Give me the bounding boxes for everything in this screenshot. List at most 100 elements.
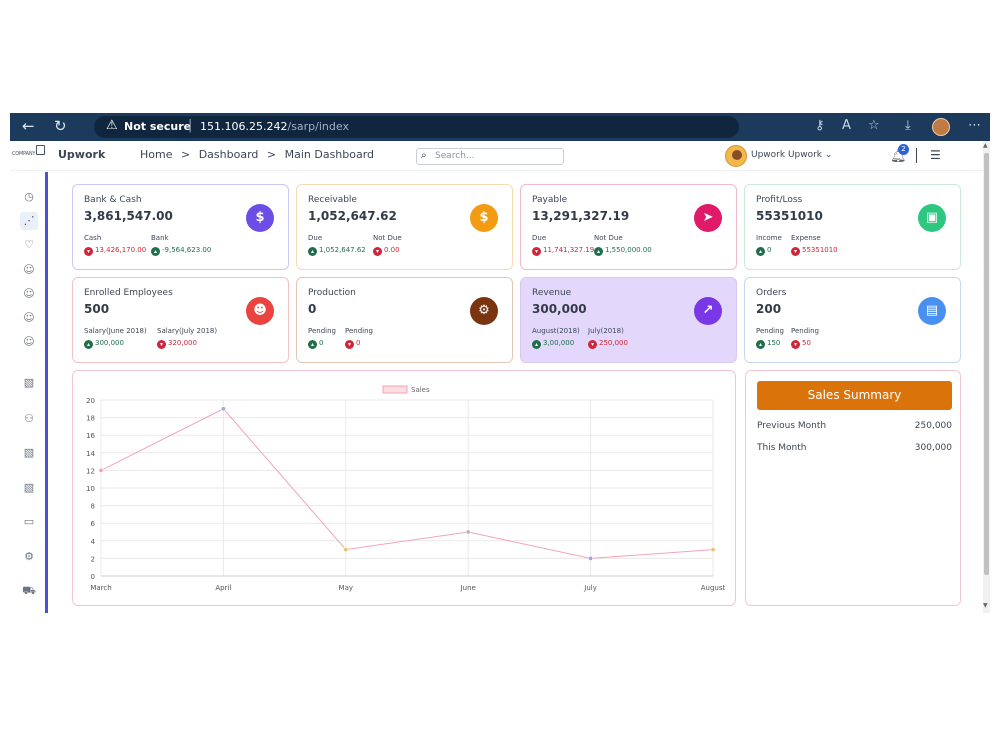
card-sub-value: ▴ 300,000	[84, 339, 124, 349]
sidebar-image-icon[interactable]: ▧	[23, 481, 35, 494]
card-sub-label: Due	[532, 234, 547, 242]
sidebar-cart-icon[interactable]: ⛟	[22, 584, 36, 597]
more-icon[interactable]: ⋯	[968, 118, 981, 133]
card-enrolled-employees[interactable]: Enrolled Employees 500 ☻ Salary(June 2018) ▴…	[72, 277, 289, 363]
summary-row-label: Previous Month	[757, 421, 827, 431]
legend-label: Sales	[411, 386, 430, 394]
sidebar-settings-icon[interactable]: ⚙	[24, 550, 34, 563]
user-name: Upwork Upwork	[751, 150, 823, 160]
card-sub-value: ▾ 13,426,170.00	[84, 246, 146, 256]
sidebar-smiley-icon[interactable]: ☺	[23, 287, 35, 300]
legend-swatch	[382, 385, 408, 394]
breadcrumb-separator: >	[180, 148, 191, 161]
refresh-icon[interactable]: ↻	[54, 117, 67, 135]
data-point	[588, 555, 594, 561]
logo-mark-icon	[36, 145, 45, 155]
card-sub-label: August(2018)	[532, 327, 580, 335]
card-profit-loss[interactable]: Profit/Loss 55351010 ▣ Income ▴ 0 Expense ▾ 5535…	[744, 184, 961, 270]
sidebar-like-icon[interactable]: ♡	[24, 238, 34, 251]
key-icon[interactable]: ⚷	[815, 118, 825, 133]
download-icon[interactable]: ⤓	[905, 118, 911, 133]
url-path: /sarp/index	[287, 120, 349, 133]
card-value: 55351010	[756, 209, 823, 223]
card-sub-value: ▾ 11,741,327.19	[532, 246, 594, 256]
sidebar-analytics-icon[interactable]: ⋰	[20, 212, 38, 230]
arrow-up-icon: ▴	[308, 340, 317, 349]
address-bar[interactable]: ⚠ Not secure | 151.106.25.242/sarp/index	[94, 116, 739, 138]
card-revenue[interactable]: Revenue 300,000 ↗ August(2018) ▴ 3,00,000 July…	[520, 277, 737, 363]
card-payable[interactable]: Payable 13,291,327.19 ➤ Due ▾ 11,741,327.19 No…	[520, 184, 737, 270]
y-tick-label: 16	[86, 432, 95, 440]
card-icon: ☻	[246, 297, 274, 325]
sidebar-dashboard-icon[interactable]: ◷	[24, 190, 34, 203]
card-sub-number: 0	[767, 246, 772, 254]
card-sub-number: -9,564,623.00	[162, 246, 212, 254]
card-value: 200	[756, 302, 782, 316]
card-sub-value: ▴ 150	[756, 339, 780, 349]
card-icon: $	[470, 204, 498, 232]
card-value: 3,861,547.00	[84, 209, 173, 223]
sidebar-briefcase-icon[interactable]: ▭	[23, 515, 35, 528]
data-point	[343, 547, 349, 553]
card-sub-label: Salary(June 2018)	[84, 327, 147, 335]
sidebar-smiley-icon[interactable]: ☺	[23, 335, 35, 348]
read-aloud-icon[interactable]: A	[842, 118, 851, 133]
arrow-up-icon: ▴	[594, 247, 603, 256]
warning-icon: ⚠	[106, 118, 118, 133]
profile-avatar-icon[interactable]	[932, 118, 950, 136]
summary-row-value: 250,000	[914, 421, 952, 431]
card-sub-value: ▾ 0	[345, 339, 360, 349]
card-sub-value: ▴ 1,052,647.62	[308, 246, 366, 256]
arrow-down-icon: ▾	[532, 247, 541, 256]
user-avatar[interactable]	[725, 145, 747, 167]
card-icon: ▣	[918, 204, 946, 232]
breadcrumb-home[interactable]: Home	[140, 148, 173, 161]
back-icon[interactable]: ←	[22, 117, 35, 135]
data-point	[220, 406, 226, 412]
card-sub-value: ▾ 50	[791, 339, 811, 349]
card-value: 500	[84, 302, 110, 316]
sidebar-smiley-icon[interactable]: ☺	[23, 263, 35, 276]
card-sub-label: Bank	[151, 234, 169, 242]
card-title: Enrolled Employees	[84, 288, 173, 298]
card-sub-value: ▴ 3,00,000	[532, 339, 574, 349]
card-receivable[interactable]: Receivable 1,052,647.62 $ Due ▴ 1,052,647.62 N…	[296, 184, 513, 270]
card-icon: ➤	[694, 204, 722, 232]
scroll-down-icon[interactable]: ▼	[983, 602, 988, 609]
card-sub-number: 320,000	[168, 339, 197, 347]
card-sub-number: 0	[319, 339, 324, 347]
sidebar-users-icon[interactable]: ⚇	[24, 412, 34, 425]
data-point	[465, 529, 471, 535]
page-scrollbar[interactable]: ▲ ▼	[983, 141, 990, 613]
sidebar-smiley-icon[interactable]: ☺	[23, 311, 35, 324]
scroll-up-icon[interactable]: ▲	[983, 142, 988, 149]
card-title: Orders	[756, 288, 787, 298]
user-menu[interactable]: Upwork Upwork ⌄	[751, 150, 832, 160]
scrollbar-thumb[interactable]	[984, 153, 989, 575]
card-production[interactable]: Production 0 ⚙ Pending ▴ 0 Pending ▾ 0	[296, 277, 513, 363]
brand-name[interactable]: Upwork	[58, 148, 106, 161]
search-input[interactable]: ⌕ Search...	[416, 148, 564, 165]
settings-sliders-icon[interactable]: ☰	[930, 148, 941, 162]
summary-row-label: This Month	[757, 443, 807, 453]
card-sub-label: Not Due	[594, 234, 623, 242]
arrow-up-icon: ▴	[756, 247, 765, 256]
card-sub-value: ▾ 320,000	[157, 339, 197, 349]
summary-row-this-month: This Month 300,000	[757, 443, 952, 453]
url-text: 151.106.25.242/sarp/index	[200, 120, 349, 133]
y-tick-label: 0	[91, 573, 95, 581]
breadcrumb-dashboard[interactable]: Dashboard	[198, 148, 259, 161]
sidebar-image-icon[interactable]: ▧	[23, 446, 35, 459]
card-sub-number: 0	[356, 339, 361, 347]
sidebar-image-icon[interactable]: ▧	[23, 376, 35, 389]
sales-chart-panel: 0 2 4 6 8 10 12 14 16 18 20 March April May June July Au…	[72, 370, 736, 606]
card-orders[interactable]: Orders 200 ▤ Pending ▴ 150 Pending ▾ 50	[744, 277, 961, 363]
sales-summary-button[interactable]: Sales Summary	[757, 381, 952, 410]
arrow-down-icon: ▾	[791, 340, 800, 349]
card-sub-number: 150	[767, 339, 781, 347]
card-sub-label: July(2018)	[588, 327, 624, 335]
y-tick-label: 18	[86, 415, 95, 423]
favorites-icon[interactable]: ☆	[868, 118, 880, 133]
card-bank-cash[interactable]: Bank & Cash 3,861,547.00 $ Cash ▾ 13,426,170.…	[72, 184, 289, 270]
arrow-up-icon: ▴	[308, 247, 317, 256]
